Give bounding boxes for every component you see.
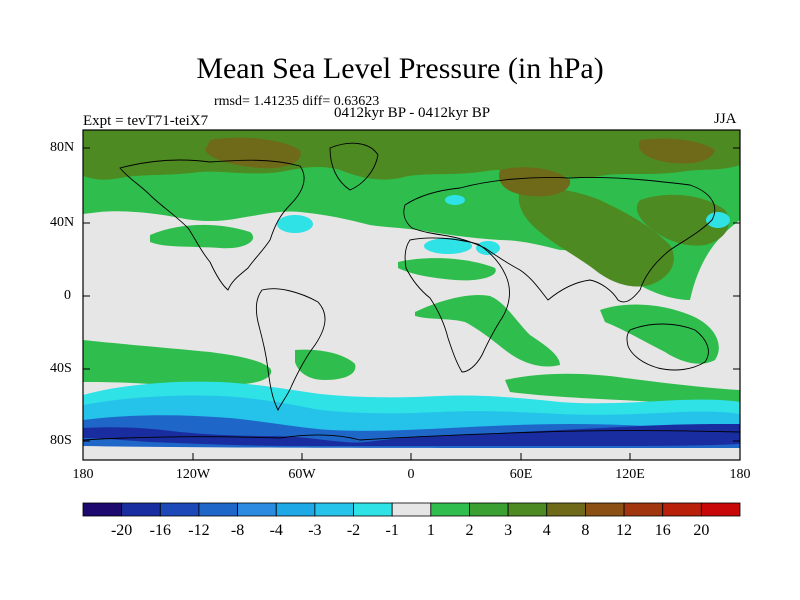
coastline-greenland <box>329 142 379 191</box>
colorbar-swatch <box>546 502 586 517</box>
atlantic-green-tongue <box>150 224 254 249</box>
xtick-label-60w: 60W <box>288 467 316 482</box>
xtick-label-180w: 180 <box>72 467 94 482</box>
colorbar <box>82 502 741 517</box>
coastline-antarctica <box>83 430 740 441</box>
season-label: JJA <box>714 111 737 127</box>
colorbar-label: -8 <box>230 522 245 539</box>
colorbar-label: -2 <box>346 522 361 539</box>
colorbar-label: 16 <box>654 522 671 539</box>
colorbar-label: -20 <box>110 522 133 539</box>
south-indian-green <box>505 373 740 405</box>
pacific-darkgreen-lobe <box>636 194 729 246</box>
colorbar-label: 12 <box>616 522 633 539</box>
colorbar-label: 1 <box>426 522 435 539</box>
colorbar-swatch <box>469 502 509 517</box>
ytick-label-40n: 40N <box>50 215 75 230</box>
map-title: Mean Sea Level Pressure (in hPa) <box>196 52 604 85</box>
colorbar-swatch <box>430 502 470 517</box>
colorbar-swatch <box>391 502 432 517</box>
colorbar-swatch <box>507 502 548 517</box>
cyan-spot-middle-east <box>476 241 500 255</box>
colorbar-label: 2 <box>465 522 474 539</box>
period-subtitle: 0412kyr BP - 0412kyr BP <box>333 105 491 121</box>
africa-green-area <box>415 294 560 367</box>
colorbar-label: 3 <box>504 522 513 539</box>
colorbar-swatch <box>159 502 200 517</box>
coastline-south-america <box>255 288 326 412</box>
colorbar-swatch <box>237 502 277 517</box>
colorbar-swatch <box>82 502 123 517</box>
olive-far-east <box>638 138 715 164</box>
xtick-label-60e: 60E <box>509 467 533 482</box>
rmsd-diff-stats: rmsd= 1.41235 diff= 0.63623 <box>214 94 380 109</box>
colorbar-swatch <box>121 502 161 517</box>
colorbar-swatch <box>198 502 238 517</box>
south-green-band <box>83 340 272 386</box>
cyan-spot-mediterranean <box>424 238 472 254</box>
cyan-spot-atlantic <box>277 215 313 233</box>
colorbar-label: -1 <box>385 522 399 539</box>
olive-siberia <box>499 167 571 197</box>
coastline-europe-asia <box>403 177 716 303</box>
colorbar-label: -3 <box>308 522 322 539</box>
colorbar-swatch <box>700 502 741 517</box>
colorbar-label: 4 <box>542 522 551 539</box>
coastline-africa <box>404 237 510 373</box>
colorbar-swatch <box>314 502 354 517</box>
colorbar-label: 20 <box>693 522 710 539</box>
central-asia-green <box>398 258 496 281</box>
indonesia-green-area <box>600 304 719 364</box>
colorbar-swatch <box>662 502 702 517</box>
asia-darkgreen-lobe <box>518 188 674 287</box>
xtick-label-180e: 180 <box>729 467 751 482</box>
xtick-label-120e: 120E <box>615 467 645 482</box>
south-atlantic-green <box>295 349 356 380</box>
xtick-label-0: 0 <box>407 467 415 482</box>
colorbar-swatch <box>623 502 664 517</box>
colorbar-swatch <box>585 502 625 517</box>
coastline-australia <box>626 323 709 371</box>
north-darkgreen-cap <box>83 130 740 180</box>
colorbar-label: -12 <box>188 522 210 539</box>
axis-ticks <box>82 147 741 460</box>
coastlines <box>83 142 740 441</box>
cyan-spot-southern-ocean <box>440 396 520 408</box>
experiment-label: Expt = tevT71-teiX7 <box>83 113 209 129</box>
cyan-spot-pacific <box>706 212 730 228</box>
colorbar-label: -4 <box>269 522 283 539</box>
colorbar-swatch <box>275 502 316 517</box>
ytick-label-80s: 80S <box>50 433 72 448</box>
cyan-spot-north-atlantic <box>445 195 465 205</box>
ytick-label-80n: 80N <box>50 140 75 155</box>
contour-fields <box>83 130 740 460</box>
colorbar-swatch <box>353 502 393 517</box>
ytick-label-0: 0 <box>64 288 71 303</box>
coastline-north-america <box>119 159 305 291</box>
antarctic-darkblue-band <box>83 424 740 446</box>
ytick-label-40s: 40S <box>50 361 72 376</box>
colorbar-label: -16 <box>149 522 171 539</box>
colorbar-label: 8 <box>581 522 590 539</box>
xtick-label-120w: 120W <box>175 467 211 482</box>
